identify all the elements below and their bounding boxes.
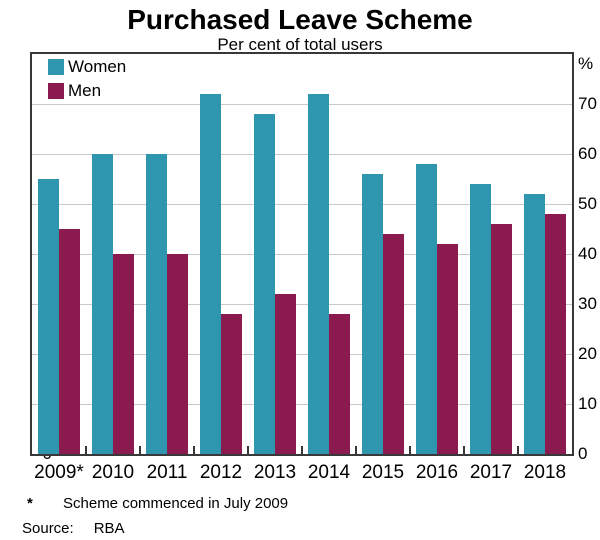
- bar-women-2014: [308, 94, 329, 454]
- legend-swatch-men: [48, 83, 64, 99]
- x-tick-label-2012: 2012: [199, 462, 243, 483]
- gridline-30: [32, 304, 572, 305]
- legend-label-women: Women: [68, 57, 127, 76]
- bar-women-2017: [470, 184, 491, 454]
- x-tick-label-2018: 2018: [523, 462, 567, 483]
- x-axis-labels: 2009* 2010 2011 2012 2013 2014 2015 2016 2017 201…: [30, 462, 574, 486]
- gridline-60: [32, 154, 572, 155]
- legend-item-men: Men: [48, 81, 126, 100]
- gridline-70: [32, 104, 572, 105]
- gridline-40: [32, 254, 572, 255]
- footnote-text: Scheme commenced in July 2009: [63, 495, 289, 512]
- x-tick-label-2017: 2017: [469, 462, 513, 483]
- x-tick-label-2009: 2009*: [34, 462, 84, 483]
- bar-women-2018: [524, 194, 545, 454]
- bar-women-2013: [254, 114, 275, 454]
- bar-men-2014: [329, 314, 350, 454]
- bar-men-2011: [167, 254, 188, 454]
- x-tick-label-2013: 2013: [253, 462, 297, 483]
- x-axis-tick: [301, 446, 303, 454]
- bar-men-2015: [383, 234, 404, 454]
- legend: Women Men: [48, 57, 127, 107]
- y-tick-label-70: 70: [578, 94, 597, 113]
- bar-women-2015: [362, 174, 383, 454]
- x-axis-tick: [409, 446, 411, 454]
- x-axis-tick: [247, 446, 249, 454]
- x-tick-label-2011: 2011: [146, 462, 188, 483]
- source: Source: RBA: [22, 520, 125, 537]
- x-axis-tick: [85, 446, 87, 454]
- bar-men-2016: [437, 244, 458, 454]
- bar-women-2016: [416, 164, 437, 454]
- bar-women-2010: [92, 154, 113, 454]
- source-label: Source:: [22, 520, 74, 537]
- bar-men-2010: [113, 254, 134, 454]
- bar-men-2013: [275, 294, 296, 454]
- x-tick-label-2010: 2010: [91, 462, 135, 483]
- x-tick-label-2015: 2015: [361, 462, 405, 483]
- x-axis-tick: [463, 446, 465, 454]
- y-tick-label-30: 30: [578, 294, 597, 313]
- bar-men-2012: [221, 314, 242, 454]
- x-axis-tick: [517, 446, 519, 454]
- y-tick-label-50: 50: [578, 194, 597, 213]
- bar-women-2011: [146, 154, 167, 454]
- x-tick-label-2016: 2016: [415, 462, 459, 483]
- gridline-20: [32, 354, 572, 355]
- bar-men-2009: [59, 229, 80, 454]
- footnote-marker: *: [27, 495, 33, 512]
- y-tick-label-60: 60: [578, 144, 597, 163]
- bar-women-2012: [200, 94, 221, 454]
- plot-box: Women Men: [30, 52, 574, 456]
- y-tick-label-20: 20: [578, 344, 597, 363]
- y-tick-label-10: 10: [578, 394, 597, 413]
- source-value: RBA: [93, 520, 125, 537]
- y-tick-label-0: 0: [578, 444, 588, 463]
- bar-men-2017: [491, 224, 512, 454]
- x-axis-tick: [139, 446, 141, 454]
- y-axis-unit-right: %: [578, 54, 594, 73]
- y-axis-labels-right: % 0 10 20 30 40 50 60 70: [578, 52, 600, 463]
- bar-men-2018: [545, 214, 566, 454]
- x-tick-label-2014: 2014: [307, 462, 351, 483]
- gridline-10: [32, 404, 572, 405]
- gridline-50: [32, 204, 572, 205]
- chart-subtitle: Per cent of total users: [217, 35, 383, 54]
- chart-title: Purchased Leave Scheme: [127, 4, 473, 35]
- legend-item-women: Women: [48, 57, 127, 76]
- legend-label-men: Men: [68, 81, 102, 100]
- bar-women-2009: [38, 179, 59, 454]
- footnote: * Scheme commenced in July 2009: [27, 495, 288, 512]
- x-axis-tick: [193, 446, 195, 454]
- y-tick-label-40: 40: [578, 244, 597, 263]
- x-axis-tick: [355, 446, 357, 454]
- legend-swatch-women: [48, 59, 64, 75]
